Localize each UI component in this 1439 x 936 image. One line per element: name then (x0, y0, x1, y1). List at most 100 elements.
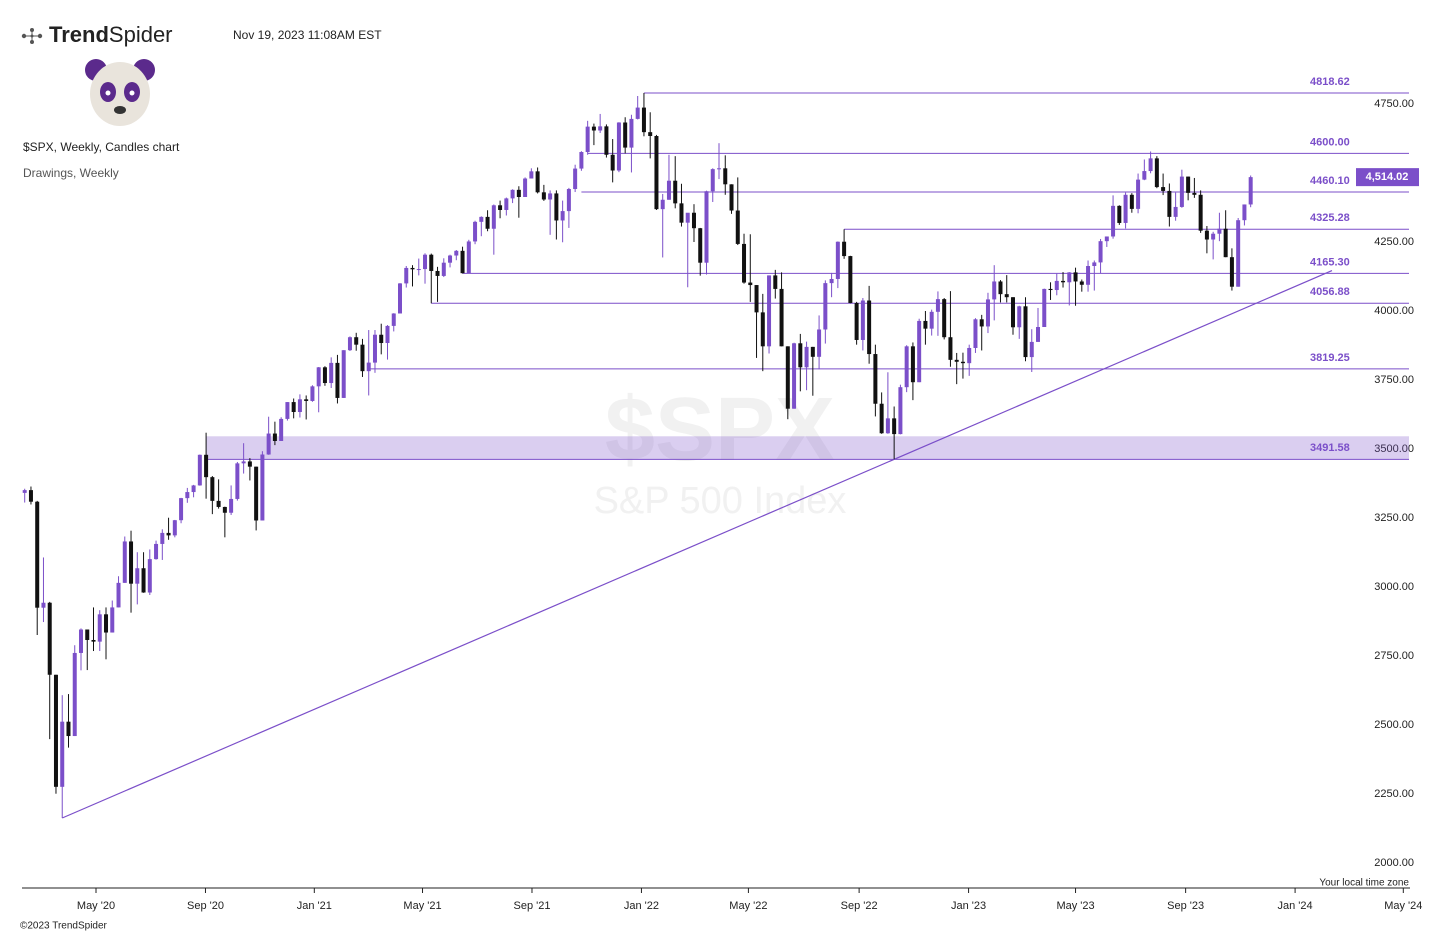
candle-body (1042, 288, 1047, 328)
x-tick-label: Jan '23 (951, 900, 986, 912)
candle-body (1167, 190, 1172, 217)
candle-body (1029, 341, 1034, 358)
candle-body (573, 168, 578, 190)
candle-body (1117, 205, 1122, 223)
candle-body (717, 168, 722, 170)
candle-body (923, 320, 928, 329)
candle-body (66, 721, 71, 737)
candle-body (354, 337, 359, 345)
candle-body (172, 520, 177, 536)
candle-body (842, 241, 847, 257)
candle-body (504, 198, 509, 210)
candle-body (460, 250, 465, 274)
candle-body (1223, 228, 1228, 258)
candle-body (829, 278, 834, 284)
candle-body (1236, 220, 1241, 287)
candle-body (698, 228, 703, 263)
candle-body (1061, 280, 1066, 283)
candle-body (1173, 206, 1178, 217)
candle-body (1142, 171, 1147, 180)
candle-body (1104, 236, 1109, 242)
candle-body (1136, 179, 1141, 209)
candle-body (529, 171, 534, 179)
candle-body (423, 254, 428, 270)
candle-body (398, 283, 402, 314)
candle-body (260, 454, 265, 521)
candle-body (454, 250, 459, 256)
candle-body (53, 674, 58, 787)
candle-body (385, 325, 390, 344)
candle-body (1004, 294, 1009, 298)
price-tag-label: 4,514.02 (1366, 171, 1409, 183)
candle-body (510, 189, 515, 199)
candle-body (1092, 262, 1097, 267)
candle-body (391, 313, 396, 326)
candle-body (410, 267, 415, 270)
candle-body (910, 346, 915, 383)
candle-body (785, 346, 790, 409)
candle-body (41, 602, 46, 608)
candle-body (160, 532, 165, 544)
candle-body (654, 136, 659, 210)
level-label: 4600.00 (1310, 136, 1350, 148)
candle-body (554, 193, 559, 221)
candle-body (322, 367, 327, 384)
candle-body (585, 126, 590, 153)
candle-body (1204, 230, 1209, 240)
candle-body (666, 180, 671, 200)
candle-body (623, 122, 628, 148)
candle-body (1010, 297, 1015, 328)
candle-body (892, 418, 897, 435)
candle-body (110, 607, 115, 633)
candle-body (241, 461, 246, 464)
level-label: 3819.25 (1310, 352, 1350, 364)
y-tick-label: 4750.00 (1374, 98, 1414, 110)
candle-body (229, 498, 234, 513)
candle-body (548, 193, 553, 200)
y-tick-label: 2000.00 (1374, 857, 1414, 869)
candle-body (404, 267, 409, 284)
candle-body (135, 568, 140, 584)
copyright: ©2023 TrendSpider (20, 921, 108, 932)
candle-body (835, 241, 840, 279)
candle-body (954, 359, 959, 362)
x-tick-label: May '23 (1056, 900, 1094, 912)
price-tag (1356, 168, 1419, 187)
candle-body (341, 350, 346, 398)
candle-body (1023, 306, 1028, 358)
candle-body (185, 492, 190, 499)
candle-body (154, 543, 159, 560)
candle-body (316, 367, 321, 387)
candle-body (723, 168, 728, 185)
candle-body (291, 402, 296, 413)
candle-body (1217, 228, 1222, 234)
candle-body (1148, 158, 1153, 172)
x-tick-label: May '20 (77, 900, 115, 912)
candle-body (448, 255, 453, 263)
trendline (61, 270, 1333, 819)
candle-body (479, 216, 484, 222)
candle-body (798, 343, 803, 368)
candle-body (1198, 194, 1203, 231)
timezone: Your local time zone (1319, 878, 1409, 889)
candle-body (735, 210, 740, 244)
watermark-subtitle: S&P 500 Index (594, 480, 847, 522)
candle-body (366, 362, 371, 372)
candle-body (992, 281, 997, 300)
candle-body (917, 320, 922, 383)
candle-body (1179, 176, 1184, 207)
candle-body (266, 433, 271, 455)
candle-body (329, 362, 334, 384)
candle-body (379, 334, 384, 344)
level-label: 4818.62 (1310, 76, 1350, 88)
candle-body (129, 541, 134, 584)
candle-body (1129, 194, 1134, 209)
candle-body (848, 256, 853, 303)
candle-body (523, 178, 528, 198)
candle-body (1048, 288, 1053, 291)
candle-body (904, 346, 909, 388)
candle-body (498, 205, 503, 210)
candle-body (998, 281, 1003, 295)
candle-body (754, 285, 759, 313)
